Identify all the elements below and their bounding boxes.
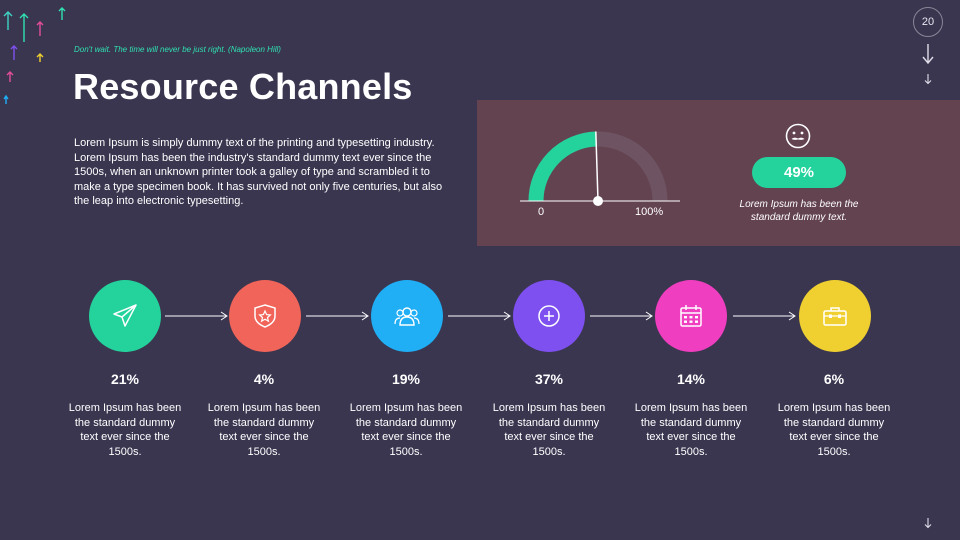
intro-paragraph: Lorem Ipsum is simply dummy text of the … — [74, 137, 443, 207]
step-percent-1: 21% — [110, 371, 140, 387]
connector-arrow-4 — [590, 311, 653, 321]
step-percent-4: 37% — [534, 371, 564, 387]
page-number: 20 — [913, 7, 943, 37]
users-icon — [394, 307, 420, 326]
gauge-panel — [477, 100, 960, 246]
step-description-4: Lorem Ipsum has been the standard dummy … — [492, 402, 606, 458]
step-percent-5: 14% — [676, 371, 706, 387]
gauge-max-label: 100% — [635, 206, 664, 218]
gauge-fill — [528, 131, 597, 202]
step-description-1: Lorem Ipsum has been the standard dummy … — [68, 402, 182, 458]
connector-arrow-2 — [306, 311, 369, 321]
gauge-chart — [520, 131, 680, 206]
step-description-5: Lorem Ipsum has been the standard dummy … — [634, 402, 748, 458]
toolbox-icon — [823, 307, 847, 326]
mustache-face-icon — [785, 123, 811, 149]
step-circle-5 — [655, 280, 727, 352]
gauge-value-badge: 49% — [752, 157, 846, 188]
connector-arrow-5 — [733, 311, 796, 321]
arrow-down-icon — [922, 44, 934, 65]
step-circle-6 — [799, 280, 871, 352]
connector-arrow-1 — [165, 311, 228, 321]
connector-arrow-3 — [448, 311, 511, 321]
step-percent-6: 6% — [823, 371, 845, 387]
shield-star-icon — [254, 304, 276, 328]
calendar-icon — [680, 305, 702, 327]
gauge-min-label: 0 — [538, 206, 545, 218]
step-description-3: Lorem Ipsum has been the standard dummy … — [349, 402, 463, 458]
decorative-arrows-icon — [3, 7, 66, 104]
quote: Don't wait. The time will never be just … — [74, 45, 281, 54]
gauge-needle — [595, 131, 599, 202]
step-description-6: Lorem Ipsum has been the standard dummy … — [777, 402, 891, 458]
arrow-down-small-icon — [924, 74, 932, 85]
arrow-down-bottom-icon — [924, 518, 932, 529]
step-description-2: Lorem Ipsum has been the standard dummy … — [207, 402, 321, 458]
step-percent-2: 4% — [253, 371, 275, 387]
step-circle-4 — [513, 280, 585, 352]
gauge-caption: Lorem Ipsum has been the standard dummy … — [739, 199, 859, 223]
step-circle-3 — [371, 280, 443, 352]
step-circle-2 — [229, 280, 301, 352]
step-circle-1 — [89, 280, 161, 352]
plus-circle-icon — [538, 305, 560, 327]
step-percent-3: 19% — [391, 371, 421, 387]
gauge-hub — [593, 196, 603, 206]
page-title: Resource Channels — [73, 66, 413, 107]
paper-plane-icon — [113, 304, 137, 327]
